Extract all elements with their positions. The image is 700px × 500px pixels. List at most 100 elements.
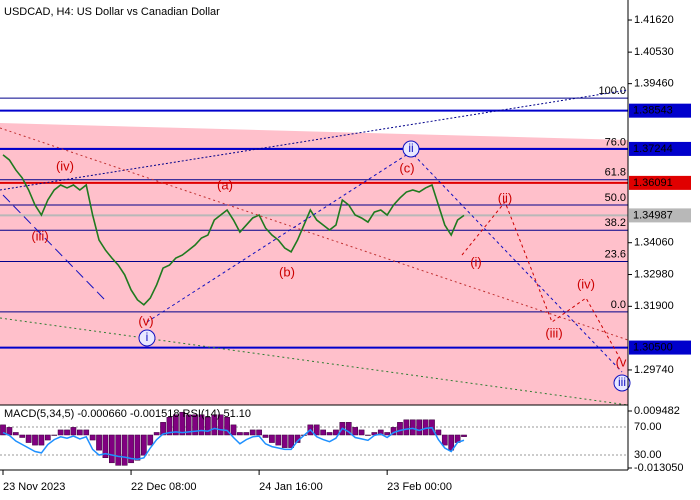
macd-bar — [0, 424, 6, 436]
macd-bar — [76, 429, 83, 436]
wave-label: (iv) — [577, 276, 595, 291]
macd-bar — [166, 417, 173, 436]
macd-bar — [384, 432, 391, 436]
fib-label: 61.8 — [605, 167, 626, 179]
macd-bar — [224, 417, 230, 436]
macd-bar — [352, 427, 359, 436]
price-box — [629, 141, 691, 156]
macd-bar — [25, 434, 32, 443]
macd-bar — [108, 434, 115, 464]
fib-label: 76.0 — [605, 136, 626, 148]
price-box — [629, 103, 691, 118]
price-box-label: 1.30500 — [633, 341, 673, 353]
wave-label: (iii) — [31, 228, 48, 243]
macd-bar — [115, 434, 122, 466]
fib-label: 38.2 — [605, 217, 626, 229]
macd-bar — [441, 434, 448, 446]
fib-label: 23.6 — [605, 248, 626, 260]
price-box-label: 1.36091 — [633, 177, 673, 189]
trend-line — [0, 317, 629, 406]
macd-bar — [288, 434, 294, 448]
macd-bar — [32, 434, 38, 446]
indicator-title: MACD(5,34,5) -0.000660 -0.001518 RSI(14)… — [4, 408, 251, 420]
y-tick-label: -0.013050 — [634, 462, 684, 474]
wave-label: (c) — [399, 160, 414, 175]
y-tick-label: 1.34060 — [634, 237, 674, 249]
y-tick-label: 1.31900 — [634, 300, 674, 312]
macd-bar — [217, 414, 224, 436]
price-box-label: 1.34987 — [633, 209, 673, 221]
macd-bar — [249, 429, 256, 436]
x-tick-label: 23 Feb 00:00 — [387, 481, 452, 493]
macd-bar — [19, 434, 26, 438]
fib-trendline — [0, 89, 629, 191]
macd-bar — [320, 429, 326, 436]
y-tick-label: 0.009482 — [634, 405, 680, 417]
macd-bar — [192, 414, 198, 436]
x-tick-label: 24 Jan 16:00 — [259, 481, 323, 493]
y-tick-label: 1.29740 — [634, 364, 674, 376]
macd-bar — [134, 434, 141, 461]
wave-label: (v) — [138, 313, 153, 328]
macd-bar — [326, 432, 333, 436]
macd-bar — [448, 434, 455, 451]
macd-bar — [262, 434, 269, 438]
y-tick-label: 1.32980 — [634, 268, 674, 280]
wave-label: (iii) — [545, 325, 562, 340]
macd-bar — [185, 414, 192, 436]
macd-bar — [198, 414, 205, 436]
x-tick-label: 22 Dec 08:00 — [131, 481, 196, 493]
macd-bar — [12, 432, 19, 436]
macd-bar — [211, 414, 218, 436]
wave-label: iii — [618, 375, 626, 389]
wave-circle — [613, 374, 631, 392]
wave-label: ii — [408, 141, 413, 155]
price-box-label: 1.38543 — [633, 105, 673, 117]
macd-bar — [256, 429, 262, 436]
wave-label: i — [146, 330, 149, 344]
macd-bar — [397, 422, 403, 436]
macd-bar — [153, 432, 160, 436]
x-tick-label: 23 Nov 2023 — [3, 481, 65, 493]
macd-bar — [358, 429, 365, 436]
macd-bar — [345, 422, 352, 436]
macd-bar — [128, 434, 134, 464]
wave-label: (b) — [279, 264, 295, 279]
macd-bar — [89, 434, 96, 441]
macd-bar — [422, 419, 429, 436]
trend-line — [0, 127, 629, 341]
fib-label: 0.0 — [611, 299, 626, 311]
price-box — [629, 175, 691, 190]
wave-label: (v — [616, 354, 627, 369]
price-box — [629, 340, 691, 355]
chart-title: USDCAD, H4: US Dollar vs Canadian Dollar — [4, 6, 220, 18]
plot: 100.076.061.850.038.223.60.0 — [0, 85, 628, 466]
price-box-label: 1.37244 — [633, 143, 673, 155]
price-line — [2, 154, 465, 306]
macd-bar — [403, 419, 410, 436]
macd-bar — [51, 434, 58, 436]
macd-bar — [243, 432, 250, 436]
macd-bar — [333, 429, 339, 436]
macd-bar — [416, 419, 423, 436]
macd-bar — [147, 434, 154, 446]
y-tick-label: 70.00 — [634, 421, 662, 433]
y-tick-label: 1.39460 — [634, 78, 674, 90]
macd-bar — [461, 434, 467, 437]
wave-label: (iv) — [56, 158, 74, 173]
axes: 1.41620 1.40530 1.39460 1.34060 1.32980 1.319… — [2, 14, 691, 493]
macd-bar — [173, 414, 179, 436]
fib-label: 50.0 — [605, 192, 626, 204]
wave-line — [2, 194, 106, 301]
macd-bar — [57, 429, 64, 436]
y-tick-label: 30.00 — [634, 449, 662, 461]
overlay: (iv) (iii) (v) (a) (b) (c) (ii) (i) (iii… — [0, 0, 631, 471]
macd-bar — [435, 429, 442, 436]
macd-bar — [44, 434, 51, 441]
channel-area — [0, 123, 628, 405]
macd-bar — [230, 424, 237, 436]
macd-bar — [64, 429, 70, 436]
